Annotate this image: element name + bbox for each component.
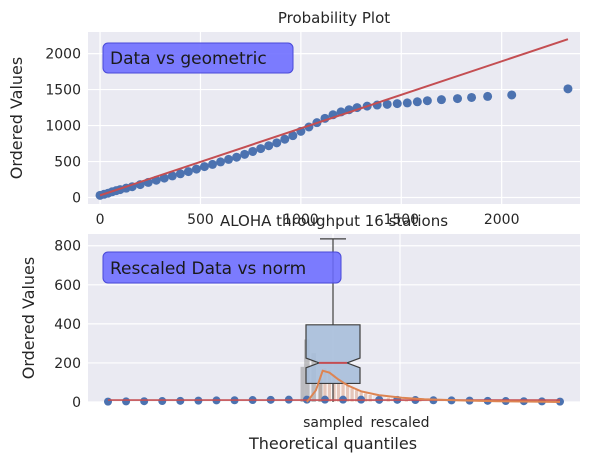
bottom-y-tick-label: 800 — [54, 239, 81, 255]
top-data-point — [412, 97, 422, 107]
top-y-tick-label: 2000 — [45, 47, 81, 63]
top-annotation-bg — [102, 42, 294, 74]
bottom-boxplot — [305, 238, 361, 402]
top-plot-panel: 0 500 1000 1500 2000 0 500 1000 1500 2000 Probab… — [7, 9, 580, 228]
bottom-y-tick-label: 0 — [72, 395, 81, 411]
grey-bar — [300, 366, 305, 402]
top-annotation-text: Data vs geometric — [110, 49, 267, 69]
top-data-point — [507, 90, 517, 100]
bottom-data-point — [158, 397, 167, 406]
top-y-tick-label: 1000 — [45, 119, 81, 135]
top-data-points — [95, 84, 573, 200]
top-data-point — [467, 92, 477, 102]
bottom-y-ticks: 0 200 400 600 800 — [54, 239, 81, 411]
top-data-point — [436, 95, 446, 105]
top-data-point — [248, 146, 258, 156]
top-data-point — [224, 154, 234, 164]
category-label-sampled: sampled — [303, 415, 363, 431]
bottom-y-axis-label: Ordered Values — [19, 257, 38, 379]
top-data-point — [402, 98, 412, 108]
top-data-point — [216, 157, 226, 167]
top-x-tick-label: 1500 — [383, 212, 419, 228]
top-fit-line — [99, 38, 569, 197]
top-y-tick-label: 500 — [54, 155, 81, 171]
category-label-rescaled: rescaled — [370, 415, 429, 431]
top-data-point — [422, 96, 432, 106]
bottom-annotation-bg — [102, 251, 342, 284]
top-annotation-box: Data vs geometric — [102, 42, 294, 74]
top-data-point — [483, 91, 493, 101]
top-data-point — [183, 167, 193, 177]
top-data-point — [199, 162, 209, 172]
top-chart-title: Probability Plot — [278, 9, 390, 27]
bottom-y-tick-label: 400 — [54, 317, 81, 333]
bottom-data-point — [104, 397, 112, 406]
top-y-tick-label: 0 — [72, 191, 81, 207]
top-x-ticks: 0 500 1000 1500 2000 — [96, 212, 520, 228]
top-data-point — [453, 94, 463, 104]
top-y-ticks: 0 500 1000 1500 2000 — [45, 47, 81, 207]
bottom-chart-title: ALOHA throughput 16 stations — [220, 212, 448, 230]
top-data-point — [288, 131, 298, 141]
top-data-point — [240, 149, 250, 159]
top-data-point — [167, 171, 177, 181]
top-data-point — [159, 173, 169, 183]
top-x-tick-label: 0 — [96, 212, 105, 228]
top-y-tick-label: 1500 — [45, 83, 81, 99]
bottom-plot-panel: 0 200 400 600 800 ALOHA throughput 16 statio… — [19, 212, 580, 453]
kde-curve — [306, 369, 561, 403]
histogram-bar — [367, 394, 373, 403]
bottom-annotation-box: Rescaled Data vs norm — [102, 251, 342, 284]
top-data-point — [280, 134, 290, 144]
bottom-data-point — [122, 397, 131, 406]
top-data-point — [191, 164, 201, 174]
top-grid — [88, 32, 580, 204]
bottom-y-tick-label: 200 — [54, 356, 81, 372]
bottom-annotation-text: Rescaled Data vs norm — [110, 259, 306, 279]
top-data-point — [392, 99, 402, 109]
top-data-point — [264, 141, 274, 151]
top-data-point — [175, 169, 185, 179]
box-body — [305, 324, 361, 385]
bottom-data-point — [140, 397, 149, 406]
top-data-point — [272, 138, 282, 148]
bottom-y-tick-label: 600 — [54, 278, 81, 294]
top-x-tick-label: 1000 — [283, 212, 319, 228]
top-data-point — [208, 159, 218, 169]
top-data-point — [382, 99, 392, 109]
bottom-x-axis-label: Theoretical quantiles — [248, 434, 417, 453]
bottom-kde-curve-group — [306, 369, 561, 403]
grey-bar — [318, 378, 323, 402]
top-data-point — [563, 84, 573, 94]
top-x-tick-label: 500 — [187, 212, 214, 228]
top-data-point — [256, 144, 266, 154]
top-data-point — [232, 152, 242, 162]
top-x-tick-label: 2000 — [484, 212, 520, 228]
top-y-axis-label: Ordered Values — [7, 57, 26, 179]
top-fit-line-group — [99, 38, 569, 197]
